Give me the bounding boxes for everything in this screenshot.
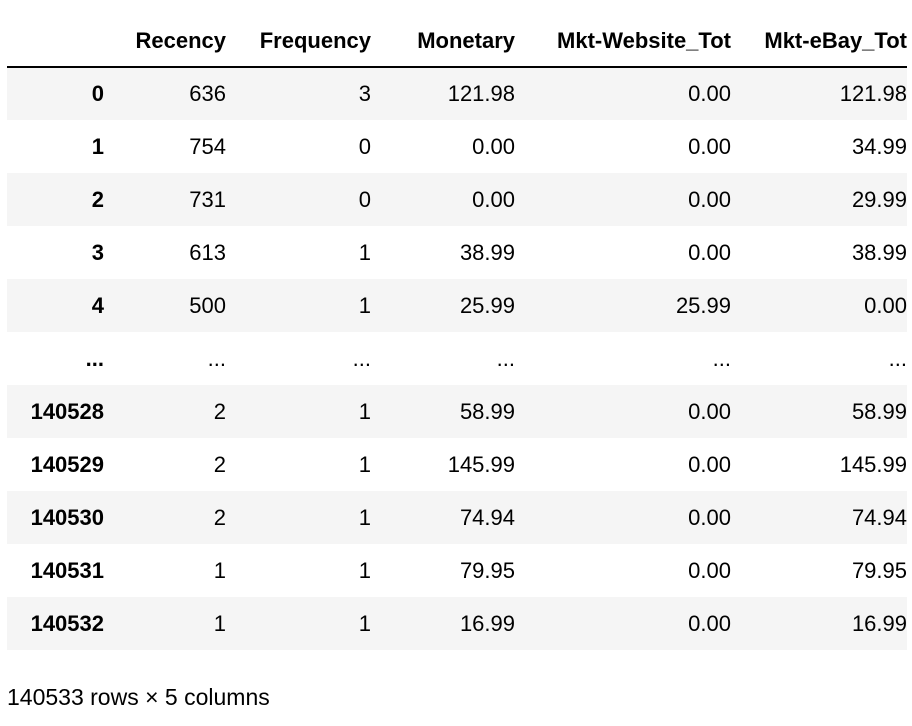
row-index: 3 <box>91 239 104 265</box>
cell-recency: 754 <box>189 133 226 159</box>
table-row: 140529 2 1 145.99 0.00 145.99 <box>7 438 907 491</box>
cell-frequency: 1 <box>358 610 371 636</box>
cell-monetary: 74.94 <box>459 504 515 530</box>
table-body: 0 636 3 121.98 0.00 121.98 1 754 0 0.00 … <box>7 67 907 650</box>
cell-mkt-website-tot: 0.00 <box>688 186 731 212</box>
column-header-mkt-website-tot: Mkt-Website_Tot <box>515 15 731 68</box>
column-header-recency: Recency <box>104 15 226 68</box>
cell-mkt-website-tot: 0.00 <box>688 504 731 530</box>
table-row: 2 731 0 0.00 0.00 29.99 <box>7 173 907 226</box>
index-header <box>7 15 104 68</box>
cell-frequency: 1 <box>358 398 371 424</box>
cell-mkt-ebay-tot: 38.99 <box>851 239 907 265</box>
table-row: 140530 2 1 74.94 0.00 74.94 <box>7 491 907 544</box>
cell-ellipsis: ... <box>352 345 371 371</box>
cell-ellipsis: ... <box>712 345 731 371</box>
cell-monetary: 25.99 <box>459 292 515 318</box>
dataframe-table: Recency Frequency Monetary Mkt-Website_T… <box>7 15 907 650</box>
table-header: Recency Frequency Monetary Mkt-Website_T… <box>7 15 907 68</box>
cell-mkt-website-tot: 0.00 <box>688 398 731 424</box>
cell-ellipsis: ... <box>888 345 907 371</box>
cell-frequency: 0 <box>358 186 371 212</box>
cell-mkt-ebay-tot: 29.99 <box>851 186 907 212</box>
table-row: 140528 2 1 58.99 0.00 58.99 <box>7 385 907 438</box>
row-index: 2 <box>91 186 104 212</box>
cell-frequency: 3 <box>358 81 371 106</box>
cell-ellipsis: ... <box>496 345 515 371</box>
cell-mkt-website-tot: 0.00 <box>688 557 731 583</box>
cell-mkt-website-tot: 0.00 <box>688 81 731 106</box>
cell-mkt-ebay-tot: 74.94 <box>851 504 907 530</box>
dataframe-shape-summary: 140533 rows × 5 columns <box>7 684 270 710</box>
ellipsis-row: ... ... ... ... ... ... <box>7 332 907 385</box>
cell-recency: 2 <box>213 504 226 530</box>
cell-recency: 636 <box>189 81 226 106</box>
cell-monetary: 121.98 <box>447 81 515 106</box>
cell-recency: 2 <box>213 398 226 424</box>
cell-mkt-website-tot: 0.00 <box>688 239 731 265</box>
cell-monetary: 58.99 <box>459 398 515 424</box>
cell-monetary: 79.95 <box>459 557 515 583</box>
column-header-monetary: Monetary <box>371 15 515 68</box>
cell-mkt-ebay-tot: 58.99 <box>851 398 907 424</box>
cell-mkt-ebay-tot: 0.00 <box>864 292 907 318</box>
cell-mkt-ebay-tot: 79.95 <box>851 557 907 583</box>
cell-recency: 1 <box>213 610 226 636</box>
cell-frequency: 1 <box>358 451 371 477</box>
cell-mkt-ebay-tot: 16.99 <box>851 610 907 636</box>
cell-mkt-website-tot: 0.00 <box>688 610 731 636</box>
cell-recency: 613 <box>189 239 226 265</box>
cell-monetary: 145.99 <box>447 451 515 477</box>
column-header-mkt-ebay-tot: Mkt-eBay_Tot <box>731 15 907 68</box>
cell-frequency: 1 <box>358 239 371 265</box>
header-row: Recency Frequency Monetary Mkt-Website_T… <box>7 15 907 68</box>
table-row: 140531 1 1 79.95 0.00 79.95 <box>7 544 907 597</box>
cell-recency: 2 <box>213 451 226 477</box>
row-index: 140531 <box>30 557 104 583</box>
cell-mkt-ebay-tot: 121.98 <box>839 81 907 106</box>
cell-recency: 1 <box>213 557 226 583</box>
cell-monetary: 16.99 <box>459 610 515 636</box>
table-row: 0 636 3 121.98 0.00 121.98 <box>7 67 907 120</box>
row-index: 140532 <box>30 610 104 636</box>
cell-recency: 731 <box>189 186 226 212</box>
row-index: 0 <box>91 81 104 106</box>
cell-frequency: 1 <box>358 557 371 583</box>
cell-recency: 500 <box>189 292 226 318</box>
cell-monetary: 0.00 <box>472 133 515 159</box>
row-index: 140529 <box>30 451 104 477</box>
cell-mkt-website-tot: 0.00 <box>688 451 731 477</box>
row-index: 1 <box>91 133 104 159</box>
cell-mkt-website-tot: 25.99 <box>675 292 731 318</box>
cell-frequency: 0 <box>358 133 371 159</box>
cell-ellipsis: ... <box>207 345 226 371</box>
table-row: 3 613 1 38.99 0.00 38.99 <box>7 226 907 279</box>
cell-mkt-ebay-tot: 145.99 <box>839 451 907 477</box>
table-row: 4 500 1 25.99 25.99 0.00 <box>7 279 907 332</box>
cell-monetary: 0.00 <box>472 186 515 212</box>
table-row: 140532 1 1 16.99 0.00 16.99 <box>7 597 907 650</box>
dataframe-container: Recency Frequency Monetary Mkt-Website_T… <box>7 15 907 650</box>
row-index: 4 <box>91 292 104 318</box>
row-index: 140530 <box>30 504 104 530</box>
cell-monetary: 38.99 <box>459 239 515 265</box>
row-index-ellipsis: ... <box>85 345 104 371</box>
table-row: 1 754 0 0.00 0.00 34.99 <box>7 120 907 173</box>
cell-frequency: 1 <box>358 292 371 318</box>
cell-mkt-website-tot: 0.00 <box>688 133 731 159</box>
cell-frequency: 1 <box>358 504 371 530</box>
cell-mkt-ebay-tot: 34.99 <box>851 133 907 159</box>
column-header-frequency: Frequency <box>226 15 371 68</box>
row-index: 140528 <box>30 398 104 424</box>
